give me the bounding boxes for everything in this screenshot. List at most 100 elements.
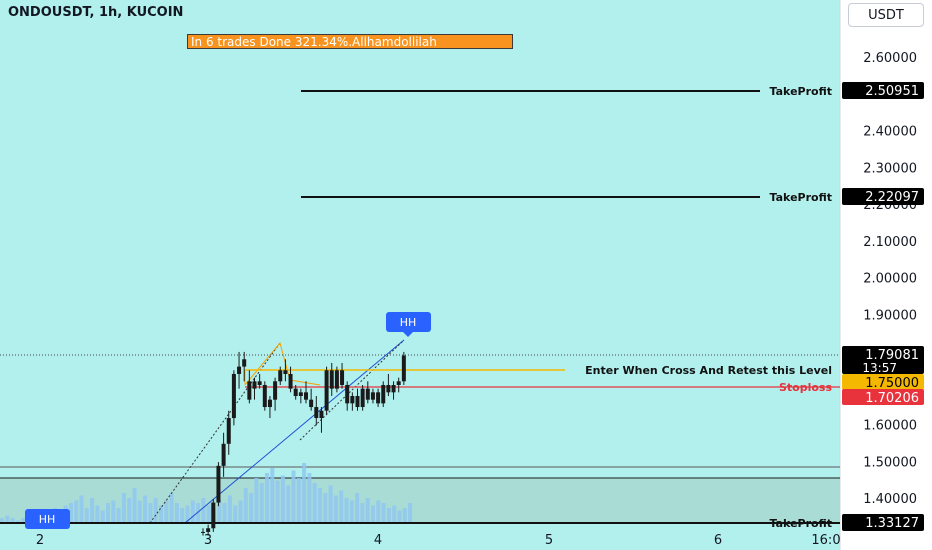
symbol-title[interactable]: ONDOUSDT, 1h, KUCOIN	[8, 5, 184, 20]
zone-rect	[0, 478, 840, 523]
hh-markers: HH HH	[25, 312, 431, 529]
candle-body	[206, 528, 211, 532]
time-tick-label: 16:0	[811, 533, 840, 548]
candle-body	[288, 373, 293, 389]
takeprofit-price-tag-box	[842, 188, 924, 205]
volume-bar	[397, 510, 402, 523]
price-tags: 2.50951 2.22097 1.7908113:571.750001.70206…	[842, 82, 924, 531]
volume-bar	[233, 505, 238, 523]
volume-bar	[328, 485, 333, 523]
candle-body	[345, 384, 350, 404]
takeprofit-price-tag-box	[842, 514, 924, 531]
volume-bar	[254, 478, 259, 523]
candle-body	[391, 384, 396, 393]
time-axis: 2 3 4 5 6 16:0	[36, 533, 841, 548]
candle-body	[370, 392, 375, 400]
volume-bar	[95, 505, 100, 523]
candle-body	[257, 381, 262, 385]
candle-body	[237, 366, 242, 374]
volume-bar	[174, 503, 179, 523]
price-tick-label: 2.10000	[863, 235, 917, 250]
time-tick-label: 2	[36, 533, 44, 548]
level-lines: TakeProfit TakeProfit Enter When Cross And…	[0, 85, 840, 530]
entry-price-tag-box	[842, 374, 924, 390]
volume-bar	[371, 505, 375, 523]
stoploss-price-tag-box	[842, 389, 924, 405]
price-tick-label: 2.60000	[863, 51, 917, 66]
volume-bar	[106, 503, 110, 523]
dotted-trendline	[149, 342, 281, 524]
volume-bar	[148, 503, 153, 523]
takeprofit-label: TakeProfit	[770, 191, 832, 204]
candle-body	[273, 381, 278, 400]
volume-bar	[222, 503, 227, 523]
volume-bar	[79, 495, 84, 523]
volume-bar	[0, 518, 4, 523]
volume-bar	[116, 508, 121, 523]
candle-body	[201, 531, 205, 533]
volume-bar	[227, 495, 232, 523]
volume-bar	[243, 488, 248, 523]
candle-body	[340, 370, 345, 385]
candle-body	[309, 399, 314, 408]
hh-marker-box	[386, 312, 431, 332]
volume-bar	[408, 503, 413, 523]
volume-bar	[275, 480, 280, 523]
candle-body	[262, 384, 267, 408]
price-tick-label: 1.60000	[863, 419, 917, 434]
volume-bar	[333, 495, 338, 523]
volume-bar	[307, 473, 312, 523]
candle-body	[329, 370, 334, 389]
countdown-text: 13:57	[862, 361, 897, 375]
volume-bar	[201, 498, 206, 523]
candle-body	[355, 396, 360, 408]
volume-bar	[344, 498, 349, 523]
entry-label: Enter When Cross And Retest this Level	[585, 364, 832, 377]
currency-button[interactable]: USDT	[848, 3, 924, 27]
volume-bar	[169, 493, 174, 523]
volume-bar	[68, 503, 73, 523]
candle-body	[304, 392, 308, 400]
volume-bar	[190, 500, 195, 523]
time-tick-label: 5	[545, 533, 553, 548]
takeprofit-price-tag-text: 2.50951	[865, 84, 919, 99]
volume-bar	[318, 488, 322, 523]
volume-bar	[238, 500, 243, 523]
performance-banner: In 6 trades Done 321.34%.Allhamdollilah	[187, 34, 513, 49]
volume-bar	[323, 493, 328, 523]
candle-body	[216, 465, 221, 503]
time-tick-label: 3	[204, 533, 212, 548]
candle-body	[278, 370, 283, 382]
hh-marker-box	[25, 509, 70, 529]
candle-body	[396, 381, 401, 385]
candle-body	[386, 384, 391, 393]
volume-bar	[10, 518, 15, 523]
volume-bar	[159, 505, 163, 523]
volume-bar	[270, 468, 275, 523]
candle-body	[267, 399, 272, 408]
volume-bar	[280, 475, 285, 523]
volume-bar	[143, 495, 148, 523]
volume-bar	[15, 520, 20, 523]
volume-bar	[137, 500, 142, 523]
time-tick-label: 6	[714, 533, 722, 548]
volume-bar	[302, 463, 307, 523]
hh-marker-pointer	[403, 332, 413, 337]
volume-bar	[360, 503, 365, 523]
volume-bar	[381, 503, 386, 523]
stoploss-label: Stoploss	[779, 381, 832, 394]
stoploss-price-tag-text: 1.70206	[865, 391, 919, 406]
price-tick-label: 1.50000	[863, 455, 917, 470]
candle-body	[324, 370, 329, 411]
candle-body	[231, 373, 236, 419]
price-tick-label: 2.00000	[863, 272, 917, 287]
volume-bar	[127, 498, 132, 523]
volume-bar	[365, 498, 370, 523]
volume-bar	[90, 498, 95, 523]
price-tick-label: 2.30000	[863, 161, 917, 176]
volume-bar	[376, 500, 381, 523]
volume-bar	[249, 493, 254, 523]
volume-bar	[21, 518, 26, 523]
candle-body	[334, 370, 339, 389]
